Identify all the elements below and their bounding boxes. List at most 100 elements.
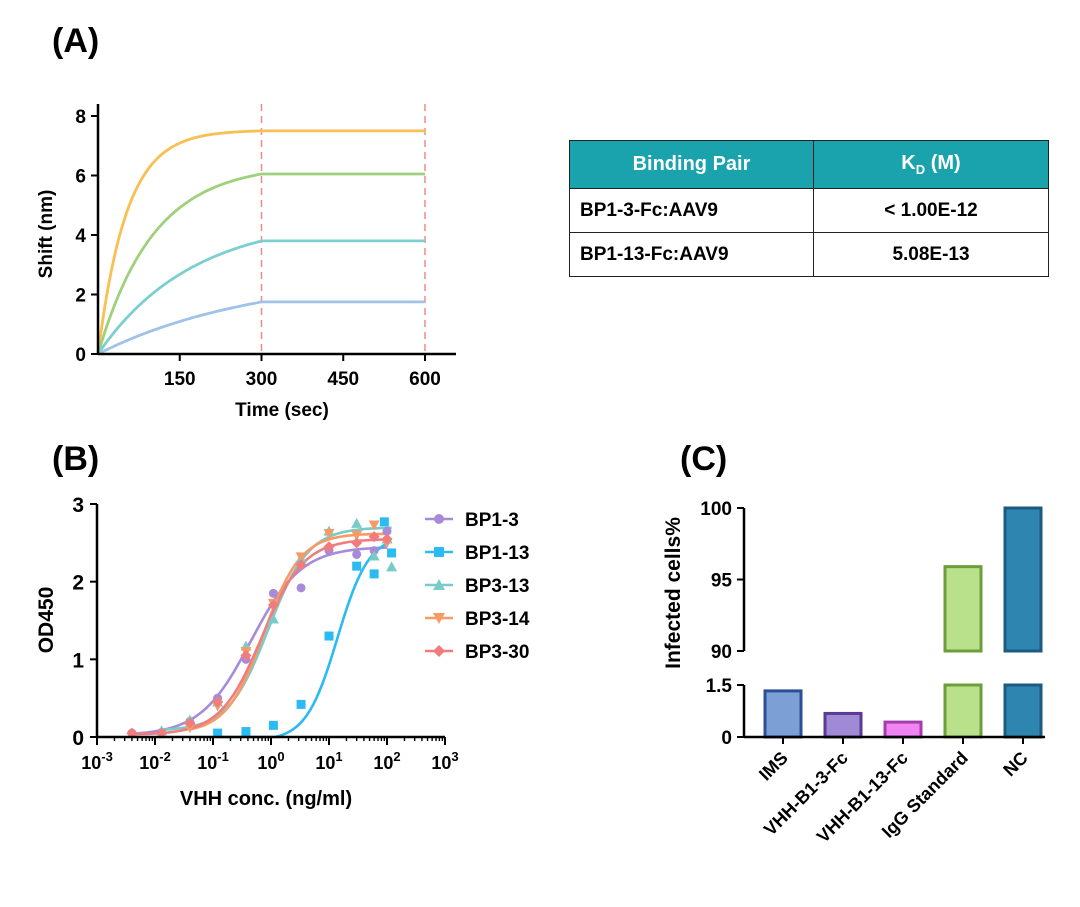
header-kd-unit: (M) bbox=[925, 152, 961, 174]
table-cell-kd: < 1.00E-12 bbox=[813, 188, 1049, 233]
y-tick-label: 100 bbox=[700, 499, 732, 520]
legend-marker bbox=[434, 547, 444, 557]
x-category-label: IMS bbox=[755, 748, 792, 785]
x-tick-base: 10 bbox=[139, 753, 159, 773]
legend-marker bbox=[433, 645, 445, 657]
bar bbox=[763, 689, 803, 739]
x-tick-label: 450 bbox=[327, 369, 359, 390]
x-tick-label: 300 bbox=[246, 369, 278, 390]
legend-label: BP3-14 bbox=[465, 609, 530, 630]
x-tick-label: 10-1 bbox=[197, 749, 229, 773]
binding-curve bbox=[96, 172, 425, 355]
legend-label: BP1-13 bbox=[465, 543, 529, 564]
bar-upper-segment bbox=[1003, 506, 1043, 653]
legend-label: BP3-30 bbox=[465, 642, 529, 663]
x-category-label: NC bbox=[999, 748, 1032, 781]
data-point bbox=[240, 649, 252, 661]
data-point bbox=[368, 520, 380, 531]
x-tick-exponent: -3 bbox=[101, 749, 113, 764]
y-tick-label: 3 bbox=[72, 494, 84, 517]
data-point bbox=[382, 526, 392, 536]
legend-marker bbox=[434, 514, 444, 524]
binding-curve bbox=[96, 239, 425, 355]
bar bbox=[883, 720, 923, 739]
table-header-row: Binding Pair KD (M) bbox=[569, 140, 1049, 189]
legend-marker bbox=[433, 579, 445, 590]
x-tick-label: 100 bbox=[257, 749, 284, 773]
x-tick-label: 150 bbox=[164, 369, 196, 390]
shift-time-chart: 0 2 4 6 8 150 300 450 600 Time (sec) Shift (nm) bbox=[36, 104, 456, 421]
data-point bbox=[184, 717, 196, 729]
data-point bbox=[268, 588, 278, 598]
header-kd: KD (M) bbox=[813, 140, 1049, 189]
y-tick-label: 90 bbox=[711, 642, 732, 663]
fit-curve bbox=[131, 538, 387, 736]
y-tick-label: 0 bbox=[75, 345, 86, 366]
panel-label-a: (A) bbox=[52, 22, 100, 60]
bar-lower-segment bbox=[943, 683, 983, 739]
fit-curve bbox=[131, 546, 387, 736]
x-tick-exponent: 2 bbox=[393, 749, 400, 764]
x-tick-exponent: -1 bbox=[217, 749, 229, 764]
y-tick-label: 2 bbox=[75, 286, 86, 307]
x-axis-label: VHH conc. (ng/ml) bbox=[180, 788, 352, 810]
x-tick-label: 103 bbox=[431, 749, 458, 773]
data-point bbox=[267, 599, 279, 611]
data-point bbox=[296, 583, 306, 593]
y-tick-label: 1.5 bbox=[706, 676, 733, 697]
data-point bbox=[126, 727, 138, 739]
data-point bbox=[368, 531, 380, 543]
legend-label: BP3-13 bbox=[465, 576, 529, 597]
data-point bbox=[369, 569, 379, 579]
x-tick-label: 10-3 bbox=[81, 749, 113, 773]
y-axis-label: OD450 bbox=[35, 587, 58, 654]
panel-label-c: (C) bbox=[680, 440, 728, 478]
y-axis-label: Shift (nm) bbox=[36, 190, 57, 279]
x-tick-exponent: 1 bbox=[335, 749, 342, 764]
x-axis-label: Time (sec) bbox=[235, 400, 329, 421]
table-cell-pair: BP1-3-Fc:AAV9 bbox=[569, 188, 814, 233]
bar bbox=[823, 711, 863, 739]
data-point bbox=[387, 548, 397, 558]
data-point bbox=[381, 533, 393, 545]
bar-lower-segment bbox=[1003, 683, 1043, 739]
data-point bbox=[296, 699, 306, 709]
data-point bbox=[295, 559, 307, 571]
y-tick-label: 0 bbox=[72, 727, 84, 750]
legend-label: BP1-3 bbox=[465, 510, 519, 531]
y-tick-label: 2 bbox=[72, 572, 84, 595]
legend-marker bbox=[433, 613, 445, 624]
data-point bbox=[268, 720, 278, 730]
data-point bbox=[379, 517, 389, 527]
data-point bbox=[213, 728, 223, 738]
x-tick-base: 10 bbox=[257, 753, 277, 773]
data-point bbox=[323, 541, 335, 553]
x-tick-base: 10 bbox=[197, 753, 217, 773]
x-tick-base: 10 bbox=[81, 753, 101, 773]
data-point bbox=[267, 613, 279, 624]
y-tick-label: 6 bbox=[75, 167, 86, 188]
data-point bbox=[352, 561, 362, 571]
data-point bbox=[212, 696, 224, 708]
binding-curve bbox=[97, 300, 425, 356]
y-tick-label: 8 bbox=[75, 107, 86, 128]
x-tick-label: 600 bbox=[409, 369, 441, 390]
table-cell-pair: BP1-13-Fc:AAV9 bbox=[569, 232, 814, 277]
bar-upper-segment bbox=[943, 565, 983, 653]
header-kd-main: K bbox=[901, 152, 916, 174]
x-tick-exponent: 0 bbox=[277, 749, 284, 764]
header-binding-pair: Binding Pair bbox=[569, 140, 814, 189]
x-tick-label: 102 bbox=[373, 749, 400, 773]
data-point bbox=[324, 631, 334, 641]
data-point bbox=[351, 530, 363, 541]
panel-label-b: (B) bbox=[52, 440, 100, 478]
table-row: BP1-3-Fc:AAV9 < 1.00E-12 bbox=[569, 188, 1049, 233]
data-point bbox=[241, 727, 251, 737]
data-point bbox=[295, 552, 307, 563]
y-tick-label: 95 bbox=[711, 571, 733, 592]
table-cell-kd: 5.08E-13 bbox=[813, 232, 1049, 277]
y-tick-label: 1 bbox=[72, 649, 84, 672]
header-kd-subscript: D bbox=[915, 162, 926, 177]
